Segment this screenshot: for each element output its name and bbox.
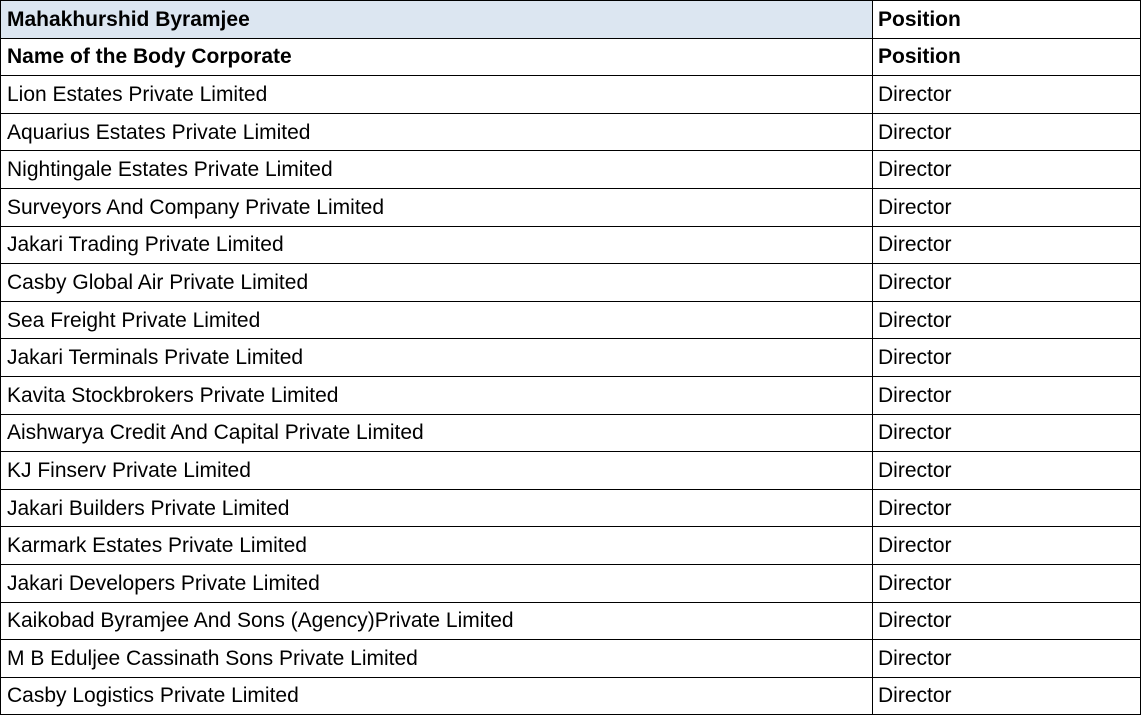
position-cell: Director — [872, 75, 1141, 114]
company-name-cell: Jakari Trading Private Limited — [0, 225, 873, 265]
company-name-cell: Aishwarya Credit And Capital Private Lim… — [0, 413, 873, 453]
column-header-position: Position — [872, 37, 1141, 77]
header-row: Name of the Body Corporate Position — [0, 37, 1141, 77]
position-cell: Director — [872, 676, 1141, 716]
company-name-cell: Surveyors And Company Private Limited — [0, 187, 873, 227]
company-name-cell: Jakari Builders Private Limited — [0, 488, 873, 528]
company-name-cell: Casby Global Air Private Limited — [0, 263, 873, 302]
position-cell: Director — [872, 451, 1141, 490]
table-row: Casby Logistics Private Limited Director — [0, 676, 1141, 716]
table-row: Jakari Developers Private Limited Directo… — [0, 563, 1141, 603]
company-name-cell: Casby Logistics Private Limited — [0, 676, 873, 716]
table-row: Kavita Stockbrokers Private Limited Direc… — [0, 375, 1141, 415]
table-row: Aquarius Estates Private Limited Director — [0, 112, 1141, 152]
table-row: Kaikobad Byramjee And Sons (Agency)Priva… — [0, 601, 1141, 641]
company-name-cell: Kavita Stockbrokers Private Limited — [0, 375, 873, 415]
table-row: Surveyors And Company Private Limited Dir… — [0, 187, 1141, 227]
position-cell: Director — [872, 563, 1141, 603]
table-row: Sea Freight Private Limited Director — [0, 300, 1141, 340]
company-name-cell: Jakari Terminals Private Limited — [0, 338, 873, 377]
position-cell: Director — [872, 263, 1141, 302]
table-row: Lion Estates Private Limited Director — [0, 75, 1141, 114]
company-name-cell: M B Eduljee Cassinath Sons Private Limit… — [0, 639, 873, 678]
title-row: Mahakhurshid Byramjee Position — [0, 0, 1141, 39]
table-row: M B Eduljee Cassinath Sons Private Limit… — [0, 639, 1141, 678]
table-row: KJ Finserv Private Limited Director — [0, 451, 1141, 490]
company-name-cell: Nightingale Estates Private Limited — [0, 150, 873, 189]
position-cell: Director — [872, 488, 1141, 528]
table-row: Aishwarya Credit And Capital Private Lim… — [0, 413, 1141, 453]
company-name-cell: Jakari Developers Private Limited — [0, 563, 873, 603]
position-cell: Director — [872, 338, 1141, 377]
position-cell: Director — [872, 413, 1141, 453]
position-cell: Director — [872, 150, 1141, 189]
company-name-cell: Kaikobad Byramjee And Sons (Agency)Priva… — [0, 601, 873, 641]
position-cell: Director — [872, 225, 1141, 265]
table-row: Jakari Terminals Private Limited Director — [0, 338, 1141, 377]
person-name-cell: Mahakhurshid Byramjee — [0, 0, 873, 39]
position-cell: Director — [872, 112, 1141, 152]
table-row: Karmark Estates Private Limited Director — [0, 526, 1141, 565]
position-cell: Director — [872, 639, 1141, 678]
company-name-cell: Lion Estates Private Limited — [0, 75, 873, 114]
position-cell: Director — [872, 375, 1141, 415]
table-row: Jakari Builders Private Limited Director — [0, 488, 1141, 528]
table-row: Jakari Trading Private Limited Director — [0, 225, 1141, 265]
column-header-name: Name of the Body Corporate — [0, 37, 873, 77]
position-cell: Director — [872, 300, 1141, 340]
table-row: Nightingale Estates Private Limited Direc… — [0, 150, 1141, 189]
company-name-cell: KJ Finserv Private Limited — [0, 451, 873, 490]
table-row: Casby Global Air Private Limited Director — [0, 263, 1141, 302]
title-position-cell: Position — [872, 0, 1141, 39]
position-cell: Director — [872, 187, 1141, 227]
company-name-cell: Sea Freight Private Limited — [0, 300, 873, 340]
company-name-cell: Aquarius Estates Private Limited — [0, 112, 873, 152]
position-cell: Director — [872, 601, 1141, 641]
position-cell: Director — [872, 526, 1141, 565]
company-name-cell: Karmark Estates Private Limited — [0, 526, 873, 565]
